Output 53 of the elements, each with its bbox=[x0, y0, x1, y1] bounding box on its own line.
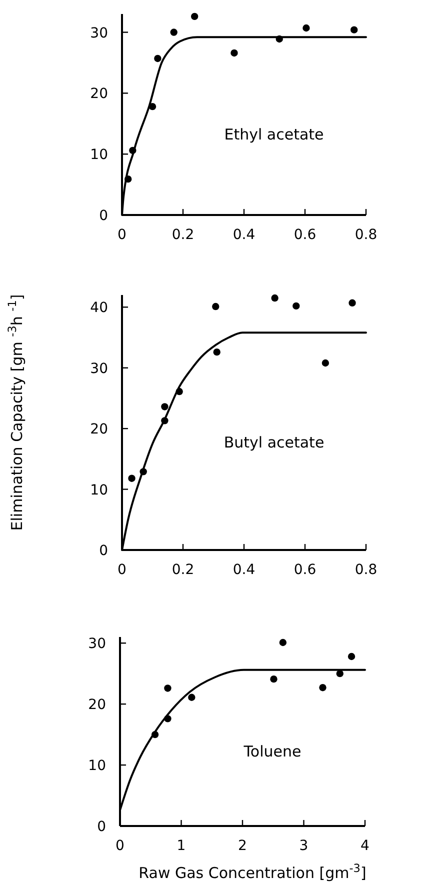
x-tick-label: 3 bbox=[299, 838, 308, 854]
x-tick-label: 4 bbox=[360, 838, 370, 854]
x-tick-label: 0 bbox=[116, 838, 124, 854]
x-tick-label: 0.8 bbox=[354, 227, 378, 243]
y-tick-label: 0 bbox=[97, 819, 106, 835]
x-axis-title: Raw Gas Concentration [gm$^{-3}$] bbox=[138, 862, 366, 882]
point bbox=[128, 474, 136, 482]
point bbox=[190, 12, 198, 20]
point bbox=[292, 302, 300, 310]
point bbox=[270, 675, 278, 683]
x-tick-label: 0.8 bbox=[354, 562, 378, 578]
y-tick-label: 0 bbox=[99, 208, 108, 224]
y-tick-label: 30 bbox=[90, 25, 108, 42]
y-tick-label: 20 bbox=[88, 697, 106, 714]
point bbox=[336, 670, 344, 678]
y-tick-label: 30 bbox=[90, 360, 108, 377]
y-tick-label: 0 bbox=[99, 543, 108, 559]
x-tick-label: 0 bbox=[118, 227, 126, 243]
point bbox=[348, 299, 356, 306]
point bbox=[230, 49, 238, 57]
y-tick-label: 20 bbox=[90, 86, 108, 102]
y-tick-label: 40 bbox=[90, 300, 108, 316]
y-tick-label: 10 bbox=[88, 758, 106, 774]
point bbox=[302, 24, 310, 32]
point bbox=[350, 26, 358, 34]
x-tick-label: 0.4 bbox=[232, 227, 256, 243]
x-tick-label: 2 bbox=[238, 838, 247, 854]
annotation: Butyl acetate bbox=[224, 434, 324, 452]
point bbox=[154, 54, 162, 62]
point bbox=[170, 28, 178, 36]
x-tick-label: 0 bbox=[118, 562, 126, 578]
point bbox=[319, 684, 326, 692]
point bbox=[161, 403, 168, 410]
y-tick-label: 10 bbox=[90, 147, 108, 164]
x-tick-label: 0.6 bbox=[294, 227, 316, 243]
point bbox=[279, 638, 287, 646]
x-tick-label: 0.2 bbox=[172, 562, 194, 578]
x-tick-label: 0.6 bbox=[294, 562, 316, 578]
point bbox=[271, 294, 278, 302]
point bbox=[212, 302, 220, 310]
point bbox=[213, 348, 220, 356]
y-tick-label: 30 bbox=[88, 636, 106, 652]
x-tick-label: 1 bbox=[176, 838, 186, 854]
y-tick-label: 20 bbox=[90, 422, 108, 438]
annotation: Toluene bbox=[242, 742, 302, 760]
point bbox=[188, 694, 196, 701]
point bbox=[348, 652, 356, 660]
x-tick-label: 0.2 bbox=[172, 227, 194, 243]
point bbox=[164, 684, 172, 692]
point bbox=[322, 359, 330, 367]
x-tick-label: 0.4 bbox=[232, 562, 256, 578]
y-tick-label: 10 bbox=[90, 482, 108, 498]
annotation: Ethyl acetate bbox=[224, 126, 324, 144]
